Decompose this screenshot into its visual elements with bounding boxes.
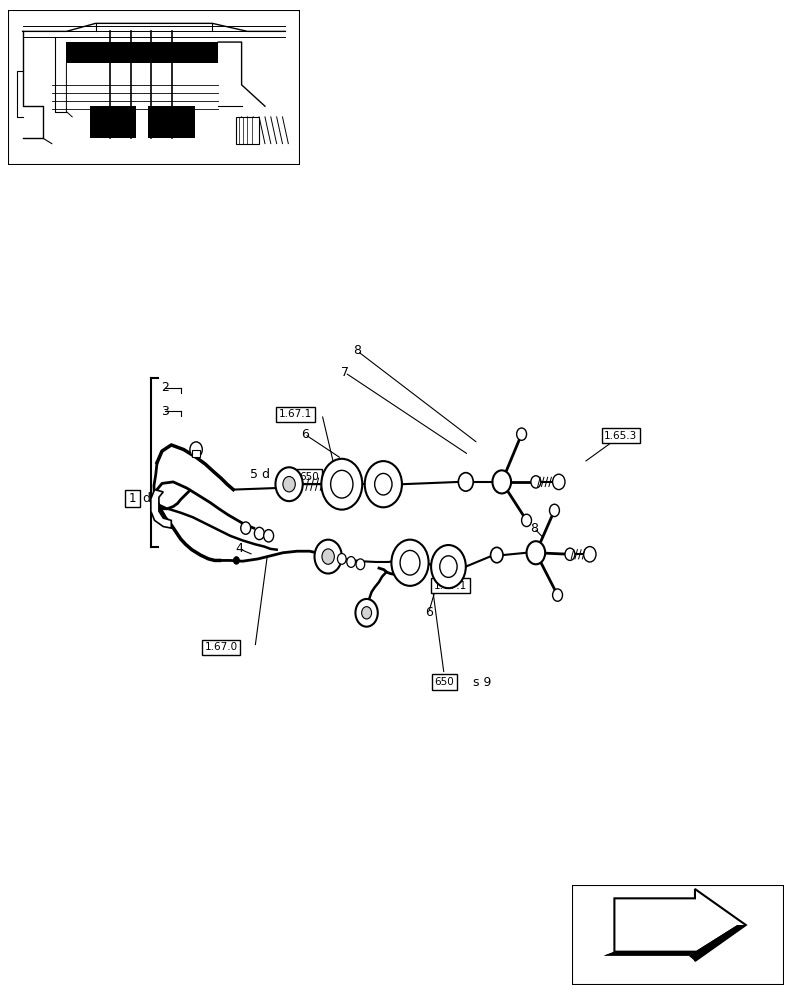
Circle shape	[241, 522, 250, 534]
Text: d: d	[142, 492, 150, 505]
Circle shape	[391, 540, 429, 586]
Circle shape	[526, 541, 545, 564]
Circle shape	[346, 557, 355, 567]
Text: 8: 8	[354, 344, 362, 358]
Text: 7: 7	[341, 366, 349, 379]
Bar	[66, 42, 218, 63]
Circle shape	[531, 476, 541, 488]
Circle shape	[190, 442, 202, 457]
Text: 2: 2	[161, 381, 169, 394]
Text: 1.65.3: 1.65.3	[604, 431, 638, 441]
Polygon shape	[604, 952, 695, 956]
Circle shape	[275, 467, 302, 501]
Circle shape	[314, 540, 342, 574]
Circle shape	[322, 459, 362, 510]
Circle shape	[400, 550, 420, 575]
Text: 1: 1	[129, 492, 136, 505]
Circle shape	[362, 607, 371, 619]
Circle shape	[338, 554, 346, 564]
Circle shape	[431, 545, 466, 588]
FancyBboxPatch shape	[125, 490, 140, 507]
Circle shape	[490, 547, 503, 563]
Circle shape	[553, 474, 565, 490]
Circle shape	[254, 527, 264, 540]
Circle shape	[374, 473, 392, 495]
Circle shape	[583, 547, 596, 562]
Polygon shape	[614, 889, 746, 961]
Text: 1.67.1: 1.67.1	[434, 581, 467, 591]
Circle shape	[234, 557, 239, 564]
Text: 3: 3	[161, 405, 169, 418]
Circle shape	[365, 461, 402, 507]
Circle shape	[522, 514, 531, 527]
Circle shape	[565, 548, 575, 560]
Bar	[236, 117, 259, 144]
Circle shape	[553, 589, 562, 601]
Circle shape	[458, 473, 474, 491]
Circle shape	[356, 559, 365, 570]
Text: 4: 4	[235, 542, 243, 555]
Bar	[90, 106, 137, 138]
Bar	[148, 106, 195, 138]
Text: 6: 6	[425, 606, 433, 619]
Text: 6: 6	[301, 428, 309, 441]
Polygon shape	[689, 925, 746, 961]
Text: 8: 8	[530, 522, 538, 535]
Circle shape	[550, 504, 559, 517]
Text: 650: 650	[300, 472, 319, 482]
Text: 7: 7	[530, 541, 538, 554]
Circle shape	[355, 599, 378, 627]
Polygon shape	[151, 490, 171, 528]
Circle shape	[283, 477, 295, 492]
Polygon shape	[604, 925, 746, 961]
Circle shape	[322, 549, 334, 564]
Circle shape	[517, 428, 526, 440]
Text: 1.67.1: 1.67.1	[278, 409, 312, 419]
Text: 650: 650	[434, 677, 454, 687]
Circle shape	[264, 530, 274, 542]
Text: 1.67.0: 1.67.0	[204, 642, 238, 652]
Bar	[192, 450, 201, 457]
Text: 5 d: 5 d	[250, 468, 270, 481]
Circle shape	[493, 470, 511, 493]
Circle shape	[440, 556, 457, 577]
Text: s 9: s 9	[474, 676, 492, 689]
Circle shape	[330, 470, 353, 498]
